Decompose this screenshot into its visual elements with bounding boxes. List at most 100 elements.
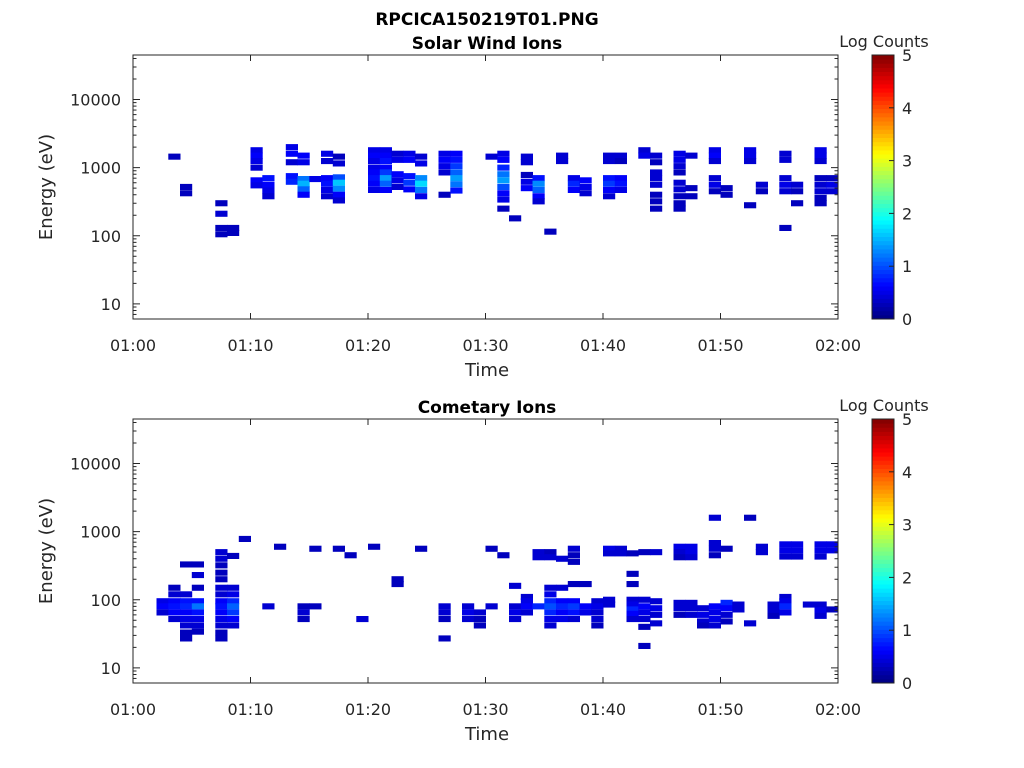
heatmap-cell	[567, 609, 580, 616]
heatmap-cell	[215, 549, 228, 556]
heatmap-cell	[379, 186, 392, 193]
heatmap-cell	[321, 180, 334, 187]
heatmap-cell	[626, 596, 639, 603]
heatmap-cell	[567, 545, 580, 552]
colorbar-segment	[872, 485, 894, 490]
heatmap-cell	[379, 180, 392, 187]
heatmap-cell	[415, 186, 428, 193]
heatmap-cell	[321, 186, 334, 193]
heatmap-cell	[191, 628, 204, 635]
heatmap-cell	[532, 186, 545, 193]
heatmap-cell	[673, 543, 686, 550]
heatmap-cell	[180, 629, 193, 636]
solar-wind-heatmap	[168, 144, 839, 238]
heatmap-cell	[309, 176, 322, 183]
colorbar-segment	[872, 452, 894, 457]
heatmap-cell	[650, 549, 663, 556]
heatmap-cell	[415, 160, 428, 167]
heatmap-cell	[520, 603, 533, 610]
colorbar-segment	[872, 419, 894, 424]
heatmap-cell	[215, 555, 228, 562]
colorbar-segment	[872, 637, 894, 643]
heatmap-cell	[520, 159, 533, 166]
heatmap-cell	[544, 549, 557, 556]
colorbar-segment	[872, 314, 894, 320]
heatmap-cell	[603, 158, 616, 165]
heatmap-cell	[438, 635, 451, 642]
heatmap-cell	[332, 153, 345, 160]
colorbar-segment	[872, 248, 894, 254]
heatmap-cell	[556, 152, 569, 159]
heatmap-cell	[379, 164, 392, 171]
heatmap-cell	[215, 210, 228, 217]
heatmap-cell	[779, 593, 792, 600]
heatmap-cell	[708, 158, 721, 165]
heatmap-cell	[650, 152, 663, 159]
heatmap-cell	[650, 605, 663, 612]
colorbar-segment	[872, 129, 894, 134]
heatmap-cell	[497, 156, 510, 163]
heatmap-cell	[215, 616, 228, 623]
colorbar-segment	[872, 563, 894, 569]
heatmap-cell	[685, 543, 698, 550]
colorbar-segment	[872, 526, 894, 531]
heatmap-cell	[332, 179, 345, 186]
solar-wind-ylabel: Energy (eV)	[36, 134, 57, 240]
heatmap-cell	[556, 616, 569, 623]
heatmap-cell	[755, 549, 768, 556]
solar-wind-panel: Solar Wind Ions 01:00 01:10 01:20 01:30 01:4…	[36, 32, 929, 381]
heatmap-cell	[779, 188, 792, 195]
heatmap-cell	[814, 547, 827, 554]
colorbar-segment	[872, 191, 894, 196]
heatmap-cell	[826, 188, 839, 195]
heatmap-cell	[685, 185, 698, 192]
heatmap-cell	[450, 181, 463, 188]
heatmap-cell	[556, 603, 569, 610]
colorbar-segment	[872, 468, 894, 474]
heatmap-cell	[614, 550, 627, 557]
heatmap-cell	[368, 164, 381, 171]
heatmap-cell	[744, 147, 757, 154]
heatmap-cell	[368, 169, 381, 176]
colorbar-segment	[872, 149, 894, 155]
heatmap-cell	[779, 603, 792, 610]
heatmap-cell	[403, 179, 416, 186]
heatmap-cell	[262, 193, 275, 200]
colorbar-segment	[872, 187, 894, 192]
colorbar-segment	[872, 67, 894, 73]
heatmap-cell	[638, 596, 651, 603]
heatmap-cell	[368, 543, 381, 550]
heatmap-cell	[814, 158, 827, 165]
heatmap-cell	[744, 514, 757, 521]
heatmap-cell	[744, 158, 757, 165]
heatmap-cell	[532, 549, 545, 556]
heatmap-cell	[368, 180, 381, 187]
x-tick-label: 01:30	[462, 336, 508, 355]
heatmap-cell	[579, 581, 592, 588]
heatmap-cell	[708, 622, 721, 629]
heatmap-cell	[720, 605, 733, 612]
heatmap-cell	[720, 191, 733, 198]
heatmap-cell	[391, 183, 404, 190]
colorbar-tick-label: 1	[902, 257, 912, 276]
heatmap-cell	[826, 541, 839, 548]
colorbar-segment	[872, 174, 894, 180]
colorbar-tick-label: 1	[902, 621, 912, 640]
colorbar-segment	[872, 460, 894, 465]
colorbar-segment	[872, 273, 894, 279]
heatmap-cell	[227, 603, 240, 610]
colorbar-segment	[872, 530, 894, 536]
colorbar-segment	[872, 158, 894, 163]
colorbar-segment	[872, 269, 894, 275]
colorbar-segment	[872, 423, 894, 428]
colorbar-segment	[872, 302, 894, 308]
colorbar-tick-label: 3	[902, 516, 912, 535]
heatmap-cell	[814, 200, 827, 207]
heatmap-cell	[156, 603, 169, 610]
heatmap-cell	[744, 202, 757, 209]
heatmap-cell	[473, 609, 486, 616]
colorbar-segment	[872, 166, 894, 172]
heatmap-cell	[767, 601, 780, 608]
heatmap-cell	[720, 618, 733, 625]
heatmap-cell	[567, 552, 580, 559]
